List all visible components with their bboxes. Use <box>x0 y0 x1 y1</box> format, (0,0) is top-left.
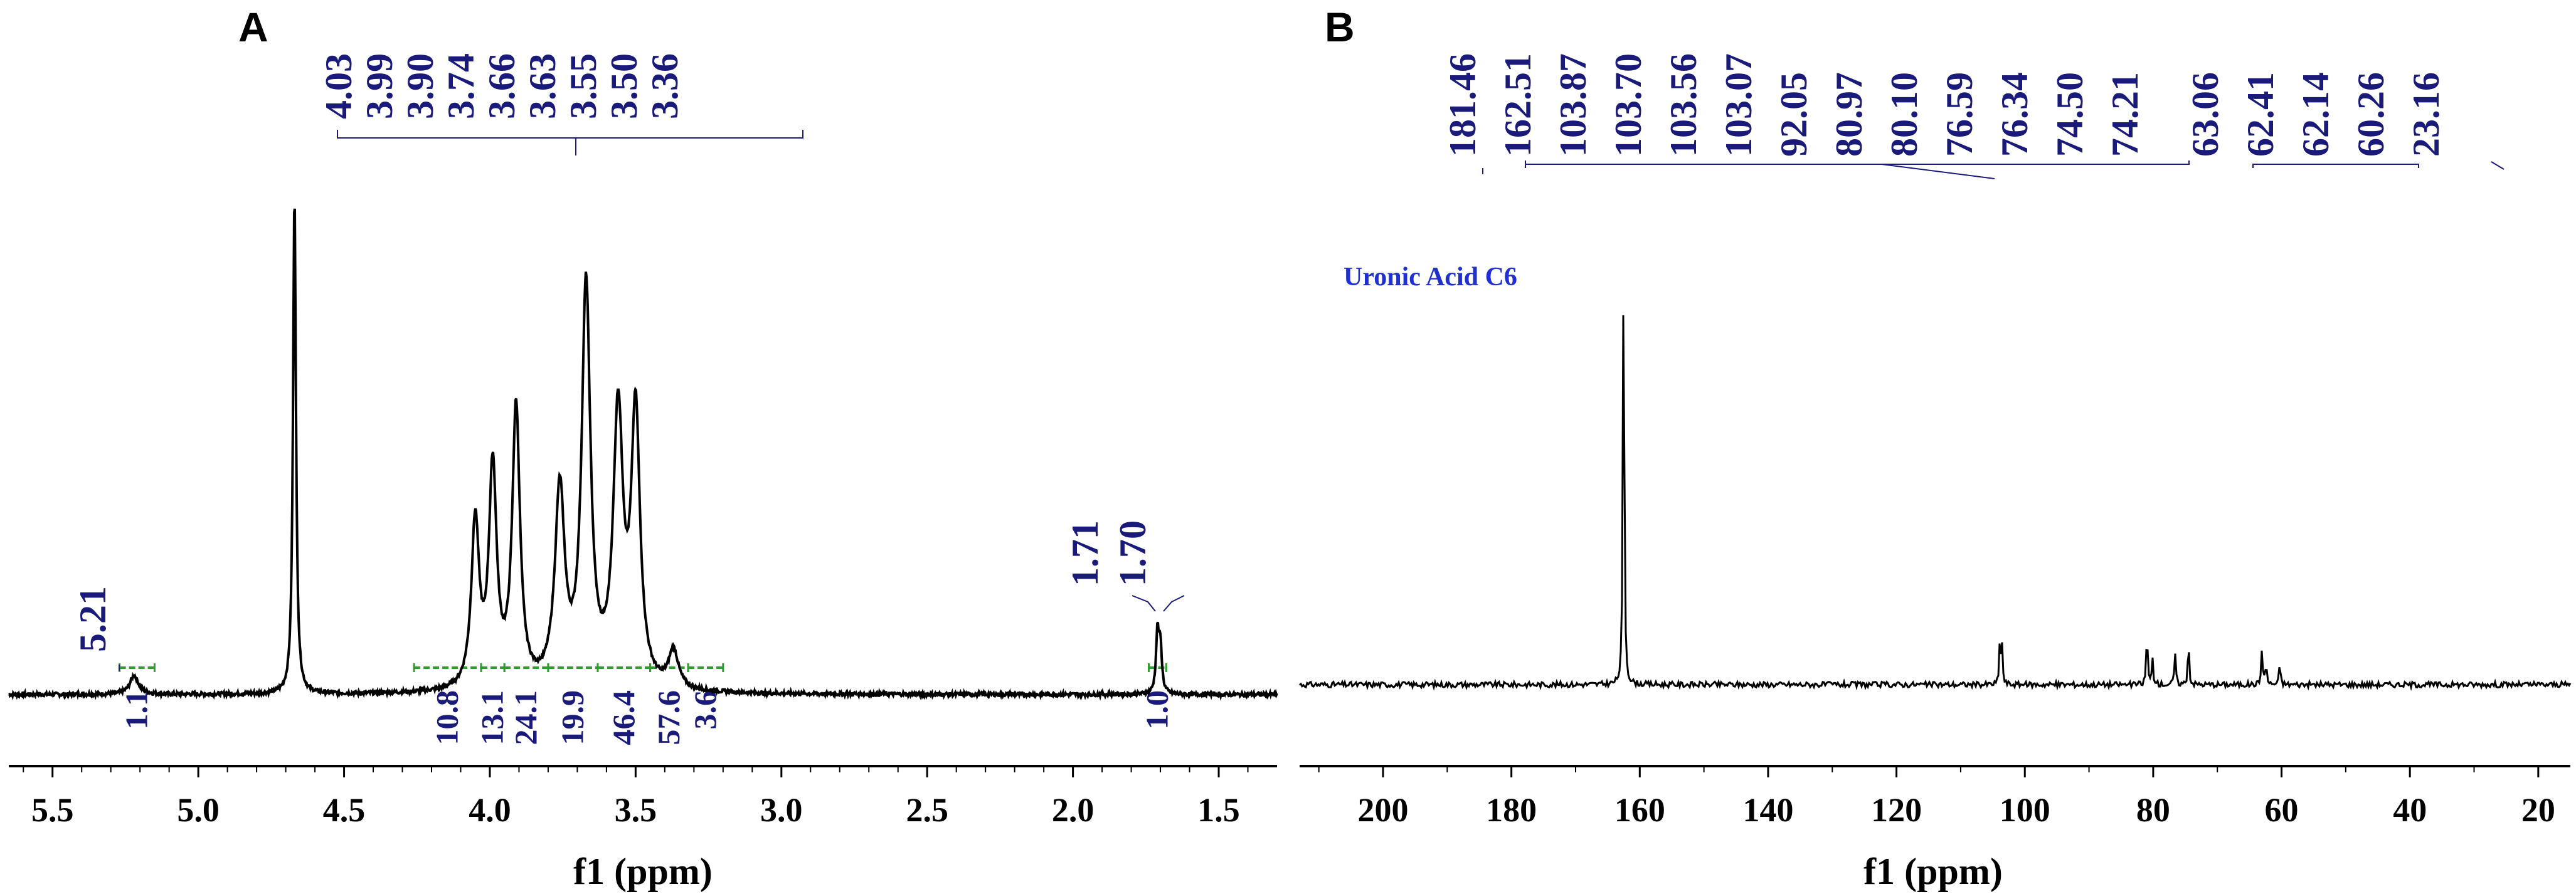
panel-b-peak-label: 103.07 <box>1718 53 1759 157</box>
panel-b-peak-label: 74.21 <box>2104 72 2146 157</box>
panel-b-peak-bracket <box>1525 160 2190 179</box>
panel-b-peak-label: 74.50 <box>2049 72 2091 157</box>
panel-b-peak-label: 76.34 <box>1994 72 2035 157</box>
panel-b-tick-label: 40 <box>2393 791 2427 829</box>
panel-b-peak-label: 103.56 <box>1663 53 1704 157</box>
panel-b-spectrum-line <box>1299 315 2572 692</box>
panel-b-peak-label: 80.97 <box>1828 72 1870 157</box>
panel-b-tick-label: 200 <box>1358 791 1409 829</box>
panel-a-peak-label: 1.71 <box>1064 520 1106 586</box>
panel-b-peak-label: 62.41 <box>2240 72 2281 157</box>
panel-a-h1-spectrum: A 5.5 5.0 4.5 4.0 3.5 3.0 2.5 2.0 1.5 f1 (ppm) 1… <box>8 4 1278 892</box>
panel-a-spectrum-line <box>8 208 1278 702</box>
panel-a-peak-label: 5.21 <box>72 586 114 652</box>
panel-a-integral-label: 10.8 <box>430 690 465 745</box>
panel-b-tick-label: 140 <box>1742 791 1793 829</box>
panel-a-tick-label: 5.0 <box>177 791 220 829</box>
panel-b-peak-label: 162.51 <box>1497 53 1539 157</box>
panel-b-tick-label: 100 <box>2000 791 2050 829</box>
panel-a-peak-label: 3.63 <box>522 53 563 119</box>
panel-b-letter: B <box>1325 4 1355 50</box>
panel-b-peak-label: 92.05 <box>1773 72 1815 157</box>
panel-a-tick-label: 2.0 <box>1052 791 1095 829</box>
panel-a-peak-label: 3.50 <box>603 53 645 119</box>
panel-a-integral-label: 46.4 <box>606 690 641 745</box>
panel-b-peak-label: 80.10 <box>1884 72 1925 157</box>
panel-b-tick-label: 20 <box>2521 791 2555 829</box>
panel-a-peak-label: 3.55 <box>563 53 604 119</box>
panel-a-peak-label: 3.66 <box>481 53 522 119</box>
panel-b-tick-label: 160 <box>1614 791 1665 829</box>
uronic-acid-annotation: Uronic Acid C6 <box>1344 263 1517 292</box>
panel-a-peak-label: 3.74 <box>440 53 482 119</box>
panel-a-integral-label: 1.1 <box>119 690 154 730</box>
panel-a-peak-label: 3.99 <box>359 53 400 119</box>
panel-b-peak-label: 181.46 <box>1442 53 1483 157</box>
panel-a-tick-label: 4.5 <box>323 791 366 829</box>
panel-a-tick-label: 3.0 <box>760 791 803 829</box>
panel-b-peak-label: 103.87 <box>1552 53 1594 157</box>
panel-b-peak-label: 103.70 <box>1608 53 1649 157</box>
panel-b-tick-label: 180 <box>1486 791 1537 829</box>
panel-b-tick-label: 60 <box>2265 791 2299 829</box>
panel-b-x-axis-title: f1 (ppm) <box>1863 851 2003 892</box>
panel-a-peak-bracket <box>1132 595 1185 612</box>
panel-a-integral-label: 13.1 <box>475 690 510 745</box>
panel-a-integral-label: 57.6 <box>651 690 686 745</box>
panel-b-tick-label: 80 <box>2136 791 2170 829</box>
panel-a-peak-label: 3.90 <box>400 53 441 119</box>
panel-a-integral-label: 24.1 <box>508 690 543 745</box>
panel-a-integral-label: 19.9 <box>554 690 590 745</box>
panel-b-peak-label: 23.16 <box>2405 72 2447 157</box>
panel-a-tick-label: 3.5 <box>615 791 657 829</box>
panel-a-peak-label: 3.36 <box>644 53 686 119</box>
panel-a-integral-label: 1.0 <box>1139 690 1174 730</box>
panel-b-peak-label: 63.06 <box>2185 72 2226 157</box>
panel-b-peak-label: 62.14 <box>2295 72 2336 157</box>
panel-b-peak-bracket <box>2252 164 2419 168</box>
panel-a-tick-label: 1.5 <box>1197 791 1240 829</box>
panel-b-peak-label: 60.26 <box>2350 72 2392 157</box>
panel-a-tick-label: 5.5 <box>31 791 74 829</box>
panel-a-x-axis-title: f1 (ppm) <box>573 851 713 892</box>
panel-a-letter: A <box>238 4 268 50</box>
panel-a-peak-label: 1.70 <box>1112 520 1153 586</box>
panel-a-tick-label: 4.0 <box>469 791 511 829</box>
panel-a-integral-label: 3.6 <box>687 690 723 730</box>
panel-a-tick-label: 2.5 <box>906 791 948 829</box>
panel-b-peak-label: 76.59 <box>1939 72 1980 157</box>
panel-a-peak-bracket <box>337 130 803 147</box>
panel-b-tick-label: 120 <box>1871 791 1922 829</box>
panel-a-peak-label: 4.03 <box>318 53 359 119</box>
panel-b-c13-spectrum: B 200 180 160 140 120 100 80 60 40 20 f1 (ppm) 18… <box>1299 4 2572 892</box>
panel-b-peak-bracket <box>2491 161 2504 170</box>
